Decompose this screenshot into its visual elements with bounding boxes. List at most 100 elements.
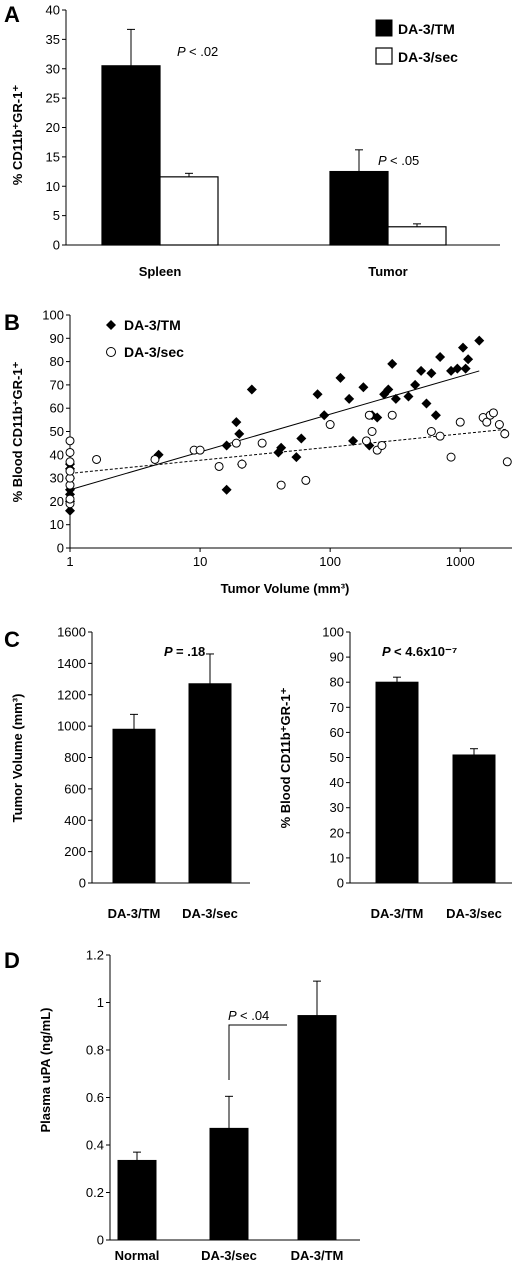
- panel-b-y-tick-label: 100: [42, 308, 64, 323]
- panel-b-point-da3-tm: [276, 442, 287, 453]
- p-letter: P: [164, 644, 173, 659]
- panel-b-x-tick-label: 1: [66, 554, 73, 569]
- panel-c-left: 0 200 400 600 800 1000 1200 1400 1600 Tumor Volu…: [10, 625, 250, 921]
- panel-c-right-y-tick-label: 10: [330, 850, 344, 865]
- panel-d-bar: [209, 1127, 249, 1241]
- panel-b-point-da3-tm: [463, 354, 474, 365]
- panel-b-point-da3-tm: [416, 365, 427, 376]
- legend-swatch-da3-sec: [375, 47, 393, 65]
- panel-b-point-da3-tm: [348, 435, 359, 446]
- panel-b-y-tick-label: 60: [50, 401, 64, 416]
- panel-b-ylabel: % Blood CD11b⁺GR-1⁺: [10, 361, 25, 502]
- panel-c-left-ylabel: Tumor Volume (mm³): [10, 694, 25, 823]
- panel-b-point-da3-sec: [65, 447, 75, 457]
- panel-a: 0 5 10 15 20 25 30 35 40 % CD11b⁺GR-1⁺ Spleen Tu…: [10, 3, 500, 279]
- panel-d-category-normal: Normal: [115, 1248, 160, 1263]
- panel-c-right-y-tick-label: 40: [330, 775, 344, 790]
- panel-a-y-tick-label: 40: [46, 3, 60, 18]
- panel-b-point-da3-tm: [390, 393, 401, 404]
- panel-b-point-da3-tm: [231, 417, 242, 428]
- panel-a-y-tick-label: 25: [46, 91, 60, 106]
- panel-c-left-y-tick-label: 200: [64, 844, 86, 859]
- panel-c-right: 0 10 20 30 40 50 60 70 80 90 100 % Blood CD11b⁺GR-…: [278, 625, 512, 921]
- p-letter: P: [382, 644, 391, 659]
- panel-b-point-da3-tm: [335, 372, 346, 383]
- panel-c-left-category-sec: DA-3/sec: [182, 906, 238, 921]
- panel-c-right-y-tick-label: 60: [330, 725, 344, 740]
- panel-c-right-y-tick-label: 0: [337, 876, 344, 891]
- panel-c-right-p-value: < 4.6x10⁻⁷: [394, 644, 457, 659]
- panel-d-y-tick-label: 0.8: [86, 1043, 104, 1058]
- panel-a-bar: [159, 176, 219, 246]
- legend-label-da3-tm: DA-3/TM: [124, 317, 181, 333]
- legend-label-da3-sec: DA-3/sec: [398, 49, 458, 65]
- panel-b-point-da3-sec: [65, 494, 75, 504]
- panel-b-point-da3-sec: [65, 457, 75, 467]
- panel-letter-d: D: [4, 948, 20, 973]
- p-letter: P: [228, 1008, 237, 1023]
- panel-d-annotation: P < .04: [228, 1008, 269, 1023]
- panel-b-point-da3-tm: [421, 398, 432, 409]
- panel-b-point-da3-tm: [319, 410, 330, 421]
- panel-b-point-da3-sec: [195, 445, 205, 455]
- panel-c-left-p-value: = .18: [176, 644, 205, 659]
- panel-d-category-tm: DA-3/TM: [291, 1248, 344, 1263]
- panel-b-point-da3-sec: [237, 459, 247, 469]
- panel-a-category-tumor: Tumor: [368, 264, 407, 279]
- panel-b-point-da3-tm: [387, 358, 398, 369]
- panel-b-point-da3-sec: [65, 436, 75, 446]
- panel-a-category-spleen: Spleen: [139, 264, 182, 279]
- panel-d-y-tick-label: 1: [97, 995, 104, 1010]
- panel-c-right-y-tick-label: 80: [330, 675, 344, 690]
- panel-letter-a: A: [4, 2, 20, 27]
- panel-b-point-da3-tm: [65, 505, 75, 516]
- panel-b-point-da3-sec: [325, 420, 335, 430]
- panel-a-bar: [387, 226, 447, 246]
- panel-d: 0 0.2 0.4 0.6 0.8 1 1.2 Plasma uPA (ng/mL) Nor…: [38, 948, 360, 1263]
- panel-b-point-da3-sec: [92, 454, 102, 464]
- panel-c-left-y-tick-label: 1000: [57, 719, 86, 734]
- panel-b-point-da3-sec: [367, 427, 377, 436]
- panel-c-left-y-tick-label: 1200: [57, 687, 86, 702]
- panel-b-trendline-da3-tm: [69, 370, 480, 491]
- panel-b-y-tick-label: 20: [50, 494, 64, 509]
- panel-b-xlabel: Tumor Volume (mm³): [221, 581, 350, 596]
- panel-c-left-y-tick-label: 1400: [57, 656, 86, 671]
- panel-c-left-bar: [112, 728, 156, 884]
- panel-b-y-tick-label: 30: [50, 471, 64, 486]
- panel-c-right-y-tick-label: 70: [330, 700, 344, 715]
- legend-label-da3-sec: DA-3/sec: [124, 344, 184, 360]
- panel-b-point-da3-sec: [150, 454, 160, 464]
- panel-b-point-da3-sec: [231, 438, 241, 448]
- legend-label-da3-tm: DA-3/TM: [398, 21, 455, 37]
- panel-a-y-tick-label: 15: [46, 149, 60, 164]
- legend-marker-circle: [106, 347, 116, 357]
- panel-a-legend: DA-3/TM DA-3/sec: [375, 19, 458, 65]
- panel-b-x-tick-label: 100: [319, 554, 341, 569]
- panel-c-left-category-tm: DA-3/TM: [108, 906, 161, 921]
- panel-b-y-tick-label: 70: [50, 377, 64, 392]
- panel-b-x-tick-label: 1000: [446, 554, 475, 569]
- panel-c-right-y-tick-label: 30: [330, 800, 344, 815]
- panel-b-point-da3-sec: [65, 466, 75, 476]
- panel-b-point-da3-sec: [500, 429, 510, 439]
- panel-c-left-annotation: P = .18: [164, 644, 205, 659]
- panel-c-left-y-tick-label: 600: [64, 781, 86, 796]
- panel-c-right-ylabel: % Blood CD11b⁺GR-1⁺: [278, 687, 293, 828]
- panel-d-ylabel: Plasma uPA (ng/mL): [38, 1008, 53, 1133]
- panel-a-y-tick-label: 30: [46, 61, 60, 76]
- panel-b-legend: DA-3/TM DA-3/sec: [106, 317, 184, 360]
- panel-a-y-tick-label: 10: [46, 179, 60, 194]
- legend-swatch-da3-tm: [375, 19, 393, 37]
- panel-b-point-da3-sec: [446, 452, 456, 462]
- panel-b-y-tick-label: 80: [50, 354, 64, 369]
- panel-b-point-da3-tm: [372, 412, 383, 423]
- panel-a-ylabel: % CD11b⁺GR-1⁺: [10, 85, 25, 186]
- panel-c-right-annotation: P < 4.6x10⁻⁷: [382, 644, 457, 659]
- panel-b-point-da3-tm: [358, 382, 369, 393]
- panel-b-point-da3-tm: [221, 484, 232, 495]
- panel-b-y-tick-label: 90: [50, 331, 64, 346]
- panel-a-bar: [101, 65, 161, 246]
